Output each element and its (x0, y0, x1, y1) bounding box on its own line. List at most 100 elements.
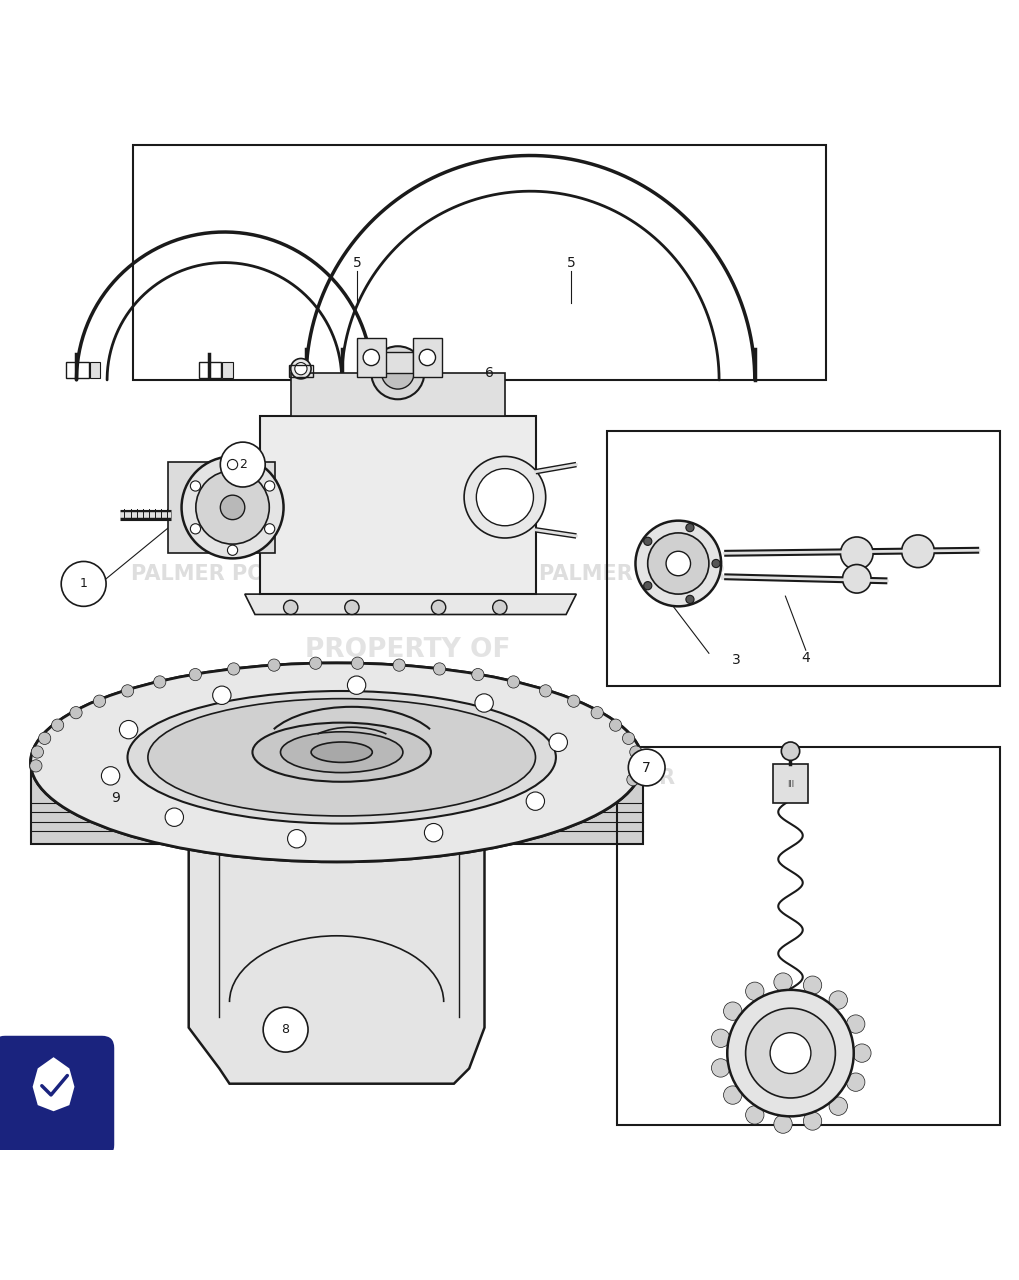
Circle shape (769, 1033, 810, 1074)
Circle shape (119, 721, 138, 739)
Ellipse shape (311, 742, 372, 763)
Circle shape (227, 545, 237, 556)
Circle shape (548, 733, 567, 751)
Circle shape (424, 823, 442, 842)
Text: 8: 8 (281, 1023, 289, 1036)
Circle shape (722, 1085, 741, 1105)
Circle shape (392, 659, 405, 671)
Circle shape (264, 524, 274, 534)
Ellipse shape (148, 699, 535, 815)
Circle shape (828, 1097, 847, 1115)
Circle shape (419, 349, 435, 366)
Text: VOLVO PENTA: VOLVO PENTA (296, 708, 520, 736)
Circle shape (745, 1106, 763, 1124)
Circle shape (828, 991, 847, 1009)
Circle shape (475, 694, 493, 712)
Circle shape (567, 695, 579, 708)
FancyBboxPatch shape (413, 338, 441, 376)
Circle shape (622, 732, 634, 745)
Circle shape (840, 538, 872, 570)
Circle shape (347, 676, 366, 694)
Text: 6: 6 (485, 366, 493, 380)
Circle shape (745, 982, 763, 1001)
Circle shape (283, 600, 298, 614)
Circle shape (727, 989, 853, 1116)
Circle shape (227, 663, 239, 675)
Circle shape (213, 686, 231, 704)
Circle shape (506, 676, 519, 689)
Circle shape (539, 685, 551, 698)
Ellipse shape (44, 673, 630, 851)
Text: PROPERTY OF: PROPERTY OF (305, 637, 511, 663)
Circle shape (643, 581, 651, 590)
Circle shape (433, 663, 445, 675)
Circle shape (492, 600, 506, 614)
Circle shape (154, 676, 166, 689)
Circle shape (629, 746, 641, 758)
Circle shape (268, 659, 280, 671)
Text: PALMER POWER: PALMER POWER (130, 563, 318, 584)
Circle shape (190, 668, 202, 681)
Circle shape (631, 760, 643, 772)
Circle shape (803, 977, 821, 995)
Polygon shape (31, 763, 642, 844)
Circle shape (39, 732, 51, 745)
Text: |||: ||| (787, 781, 793, 787)
Polygon shape (245, 594, 576, 614)
Circle shape (722, 1002, 741, 1020)
Text: 5: 5 (353, 256, 361, 270)
FancyBboxPatch shape (772, 764, 807, 804)
Circle shape (647, 532, 708, 594)
Circle shape (609, 719, 622, 731)
Circle shape (30, 760, 42, 772)
Circle shape (381, 356, 414, 389)
Circle shape (846, 1015, 864, 1033)
Circle shape (464, 457, 545, 538)
Circle shape (294, 362, 307, 375)
Circle shape (121, 685, 133, 698)
Circle shape (685, 595, 693, 603)
Text: 4: 4 (801, 652, 809, 666)
Ellipse shape (127, 691, 555, 823)
Circle shape (220, 442, 265, 486)
Circle shape (191, 481, 201, 492)
Text: PALMER POWER: PALMER POWER (538, 563, 726, 584)
Text: 9: 9 (111, 791, 119, 805)
Circle shape (711, 1029, 730, 1047)
Text: 7: 7 (642, 760, 650, 774)
Text: 2: 2 (238, 458, 247, 471)
Circle shape (70, 707, 83, 719)
Circle shape (628, 749, 664, 786)
Circle shape (846, 1073, 864, 1092)
Ellipse shape (31, 663, 642, 861)
Circle shape (781, 742, 799, 760)
Circle shape (263, 1007, 308, 1052)
Circle shape (363, 349, 379, 366)
Circle shape (745, 1009, 835, 1098)
Circle shape (590, 707, 602, 719)
Circle shape (685, 524, 693, 531)
Circle shape (101, 767, 119, 785)
Circle shape (290, 358, 311, 379)
Circle shape (842, 564, 870, 593)
Circle shape (61, 562, 106, 607)
FancyBboxPatch shape (260, 416, 535, 594)
Circle shape (371, 346, 424, 399)
FancyBboxPatch shape (382, 352, 413, 372)
Circle shape (165, 808, 183, 827)
Ellipse shape (31, 663, 642, 861)
Circle shape (32, 746, 44, 758)
Circle shape (471, 668, 483, 681)
Circle shape (227, 460, 237, 470)
FancyBboxPatch shape (168, 462, 275, 553)
Text: 3: 3 (732, 653, 740, 667)
Ellipse shape (280, 732, 403, 773)
Polygon shape (189, 838, 484, 1084)
FancyBboxPatch shape (357, 338, 385, 376)
Circle shape (352, 657, 364, 669)
Circle shape (526, 792, 544, 810)
Circle shape (191, 524, 201, 534)
Polygon shape (33, 1057, 74, 1111)
Circle shape (643, 538, 651, 545)
FancyBboxPatch shape (90, 361, 100, 378)
